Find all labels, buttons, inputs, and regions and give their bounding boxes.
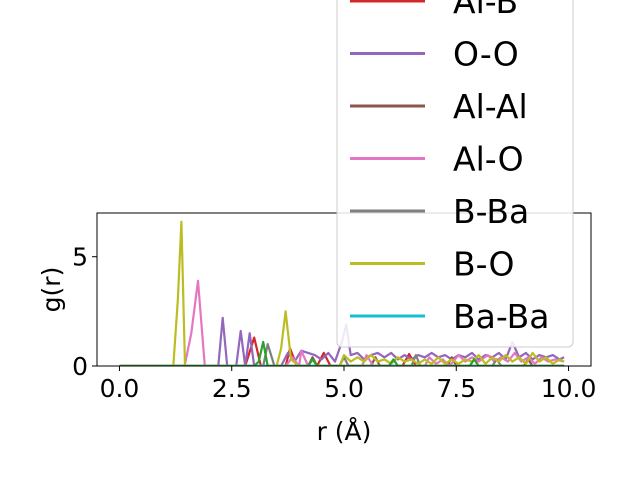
series-line-b-o: [119, 220, 565, 366]
legend-label-b-o: B-O: [453, 245, 514, 284]
legend-label-al-b: Al-B: [453, 0, 518, 21]
y-tick-label: 0: [72, 352, 88, 381]
legend-label-ba-ba: Ba-Ba: [453, 297, 549, 336]
x-tick-label: 7.5: [436, 374, 476, 403]
legend-label-b-ba: B-Ba: [453, 192, 529, 231]
legend-label-al-al: Al-Al: [453, 87, 528, 126]
legend: Al-B O-O Al-Al Al-O B-Ba B-O Ba-Ba: [336, 0, 574, 348]
x-tick-label: 2.5: [212, 374, 252, 403]
x-tick-label: 10.0: [541, 374, 597, 403]
series-line-al-b: [119, 336, 565, 366]
legend-box: [336, 0, 574, 348]
series-line-unlabeled-7: [119, 340, 565, 366]
y-axis-label: g(r): [37, 267, 66, 313]
y-tick-label: 5: [72, 243, 88, 272]
plot-area: [119, 220, 565, 366]
legend-label-o-o: O-O: [453, 35, 519, 74]
axis-ticks: 0.0 2.5 5.0 7.5 10.0 0 5: [72, 243, 596, 403]
x-tick-label: 5.0: [324, 374, 364, 403]
x-tick-label: 0.0: [100, 374, 140, 403]
legend-label-al-o: Al-O: [453, 140, 524, 179]
x-axis-label: r (Å): [317, 417, 372, 446]
